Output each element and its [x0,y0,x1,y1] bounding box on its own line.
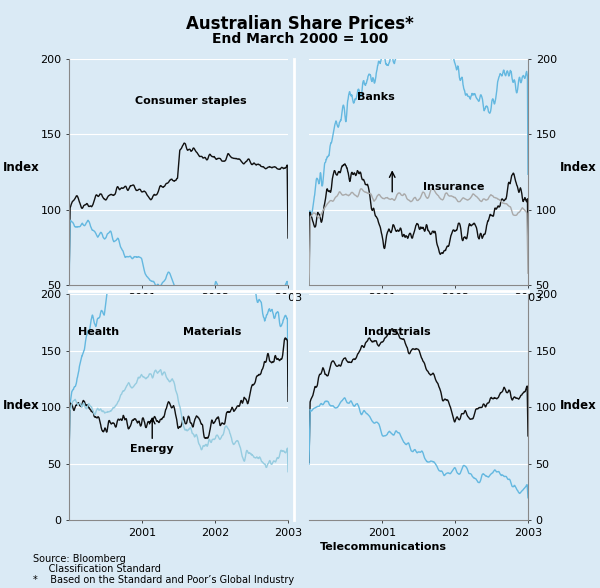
Text: Energy: Energy [130,445,174,455]
Text: Property trusts: Property trusts [309,306,404,316]
Text: End March 2000 = 100: End March 2000 = 100 [212,32,388,46]
Text: Consumer staples: Consumer staples [134,96,247,106]
Text: Banks: Banks [357,92,395,102]
Text: Health: Health [78,327,119,337]
Text: Index: Index [2,399,40,412]
Text: Materials: Materials [183,327,241,337]
Text: Classification Standard: Classification Standard [33,564,161,574]
Text: Australian Share Prices*: Australian Share Prices* [186,15,414,33]
Text: Index: Index [559,399,596,412]
Text: Consumer discretionary: Consumer discretionary [73,306,223,316]
Text: Source: Bloomberg: Source: Bloomberg [33,554,126,564]
Text: Industrials: Industrials [364,327,430,337]
Text: *    Based on the Standard and Poor’s Global Industry: * Based on the Standard and Poor’s Globa… [33,575,294,585]
Text: Index: Index [2,161,40,174]
Text: Insurance: Insurance [423,182,484,192]
Text: Telecommunications: Telecommunications [320,542,447,552]
Text: Index: Index [559,161,596,174]
